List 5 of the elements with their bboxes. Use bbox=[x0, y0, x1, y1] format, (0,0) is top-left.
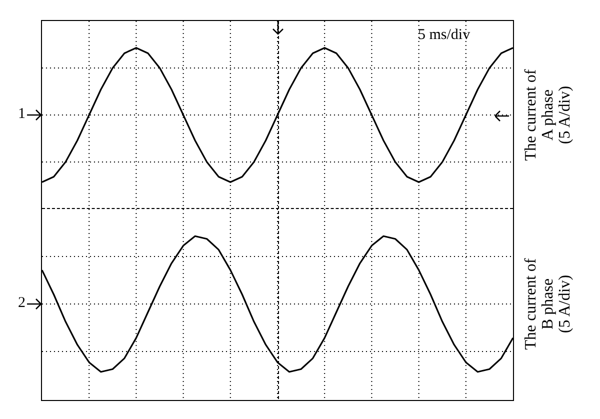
text: 1 bbox=[18, 106, 26, 123]
y-axis-title: The current of B phase (5 A/div) bbox=[522, 258, 574, 350]
y-axis-title: The current of A phase (5 A/div) bbox=[522, 69, 574, 161]
text: 5 ms/div bbox=[418, 27, 470, 44]
text: 2 bbox=[18, 295, 26, 312]
